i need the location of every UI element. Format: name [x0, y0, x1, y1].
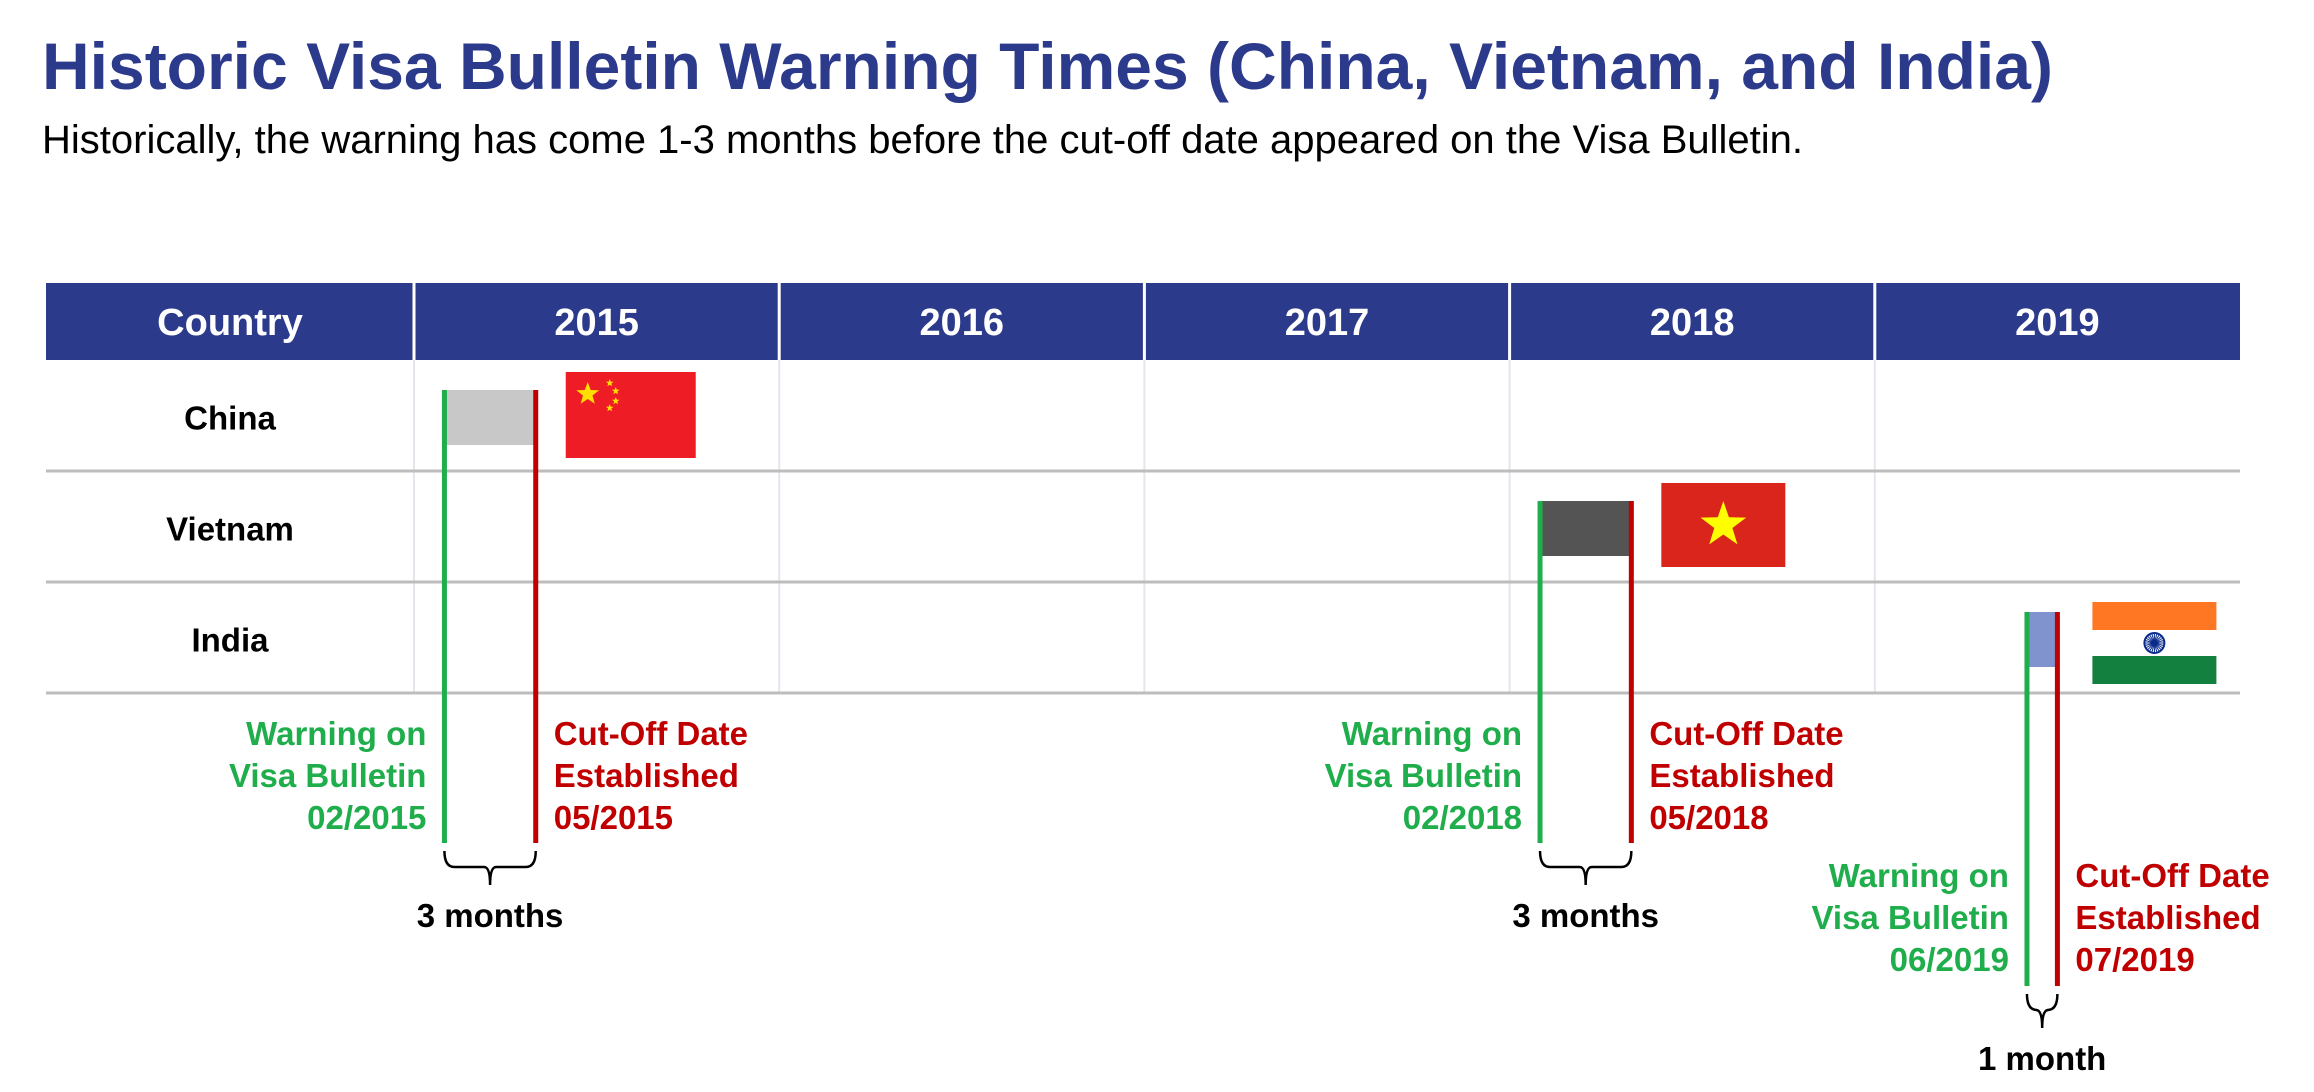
- india-flag: [2092, 602, 2217, 684]
- china-flag-field: [565, 372, 696, 458]
- row-label-india: India: [191, 622, 269, 659]
- vietnam-flag-star: [1700, 501, 1747, 545]
- cutoff-label-line: 07/2019: [2075, 941, 2194, 978]
- warning-label-line: Visa Bulletin: [229, 757, 426, 794]
- duration-label-india: 1 month: [1978, 1040, 2106, 1077]
- duration-label-china: 3 months: [417, 897, 564, 934]
- india-flag-chakra-spoke: [2144, 639, 2165, 647]
- warning-label-line: Visa Bulletin: [1812, 899, 2009, 936]
- china-flag-small-star: [611, 397, 620, 405]
- cutoff-label-line: 05/2015: [554, 799, 673, 836]
- warning-label-line: 06/2019: [1890, 941, 2009, 978]
- header-year-2017: 2017: [1285, 302, 1370, 344]
- header-year-2018: 2018: [1650, 302, 1735, 344]
- cutoff-label-line: Established: [554, 757, 739, 794]
- header-year-2016: 2016: [920, 302, 1005, 344]
- span-bar-india: [2026, 612, 2058, 667]
- header-country-label: Country: [157, 302, 303, 344]
- cutoff-label-line: 05/2018: [1649, 799, 1768, 836]
- duration-bracket-india: [2025, 993, 2059, 1029]
- row-label-vietnam: Vietnam: [166, 511, 294, 548]
- china-flag-small-star: [611, 387, 620, 395]
- chart-subtitle: Historically, the warning has come 1-3 m…: [42, 118, 1804, 162]
- span-bar-vietnam: [1540, 501, 1632, 556]
- cutoff-label-line: Established: [2075, 899, 2260, 936]
- vietnam-flag: [1661, 483, 1786, 567]
- duration-bracket-vietnam: [1538, 850, 1633, 886]
- china-flag-small-star: [605, 379, 614, 387]
- warning-label-line: 02/2018: [1403, 799, 1522, 836]
- warning-label-line: Warning on: [1342, 715, 1522, 752]
- china-flag: [565, 372, 696, 458]
- cutoff-label-line: Cut-Off Date: [554, 715, 748, 752]
- warning-label-line: 02/2015: [307, 799, 426, 836]
- cutoff-label-line: Cut-Off Date: [1649, 715, 1843, 752]
- warning-label-line: Warning on: [1829, 857, 2009, 894]
- header-year-2019: 2019: [2015, 302, 2100, 344]
- warning-label-line: Visa Bulletin: [1325, 757, 1522, 794]
- header-year-2015: 2015: [554, 302, 639, 344]
- duration-label-vietnam: 3 months: [1512, 897, 1659, 934]
- china-flag-small-star: [605, 404, 614, 412]
- warning-label-line: Warning on: [246, 715, 426, 752]
- china-flag-big-star: [576, 382, 600, 404]
- duration-bracket-china: [443, 850, 537, 886]
- india-flag-saffron-band: [2092, 602, 2217, 630]
- cutoff-label-line: Established: [1649, 757, 1834, 794]
- chart-title: Historic Visa Bulletin Warning Times (Ch…: [42, 29, 2053, 103]
- cutoff-label-line: Cut-Off Date: [2075, 857, 2269, 894]
- span-bar-china: [444, 390, 536, 445]
- row-label-china: China: [184, 400, 276, 437]
- india-flag-green-band: [2092, 656, 2217, 684]
